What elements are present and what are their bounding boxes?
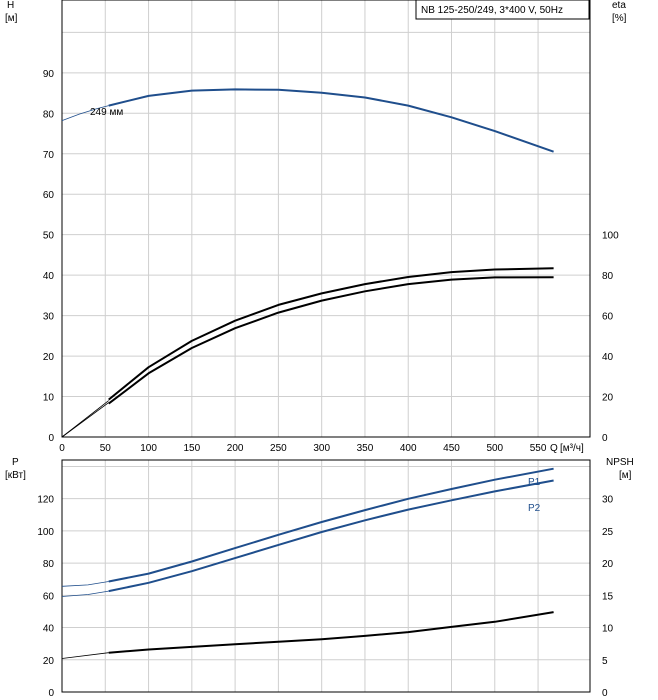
top-y-left-tick-1: 10 — [43, 393, 55, 404]
x-tick-8: 400 — [400, 443, 417, 454]
x-tick-6: 300 — [313, 443, 330, 454]
bottom-series-1-lead-in — [61, 590, 109, 597]
top-panel-grid — [62, 0, 590, 437]
bottom-series-2-lead-in — [61, 652, 109, 659]
model-label: NB 125-250/249, 3*400 V, 50Hz — [421, 5, 563, 16]
bottom-series-1-line — [108, 479, 554, 593]
top-series-0-line — [108, 88, 554, 153]
bottom-y-left-tick-3: 60 — [43, 591, 55, 602]
y-left-title: H — [7, 0, 14, 11]
top-y-left-tick-3: 30 — [43, 312, 55, 323]
bottom-y-right-tick-6: 30 — [602, 495, 614, 506]
x-tick-5: 250 — [270, 443, 287, 454]
top-y-right-tick-5: 100 — [602, 231, 619, 242]
y-right-unit: [%] — [612, 13, 627, 24]
bottom-y-left-tick-5: 100 — [37, 527, 54, 538]
top-series-2-lead-in — [61, 402, 109, 438]
top-y-left-tick-4: 40 — [43, 271, 55, 282]
x-axis-title: Q — [550, 443, 558, 454]
top-y-left-tick-2: 20 — [43, 352, 55, 363]
bottom-y-right-tick-0: 0 — [602, 688, 608, 699]
bottom-y-left-tick-1: 20 — [43, 656, 55, 667]
x-tick-7: 350 — [357, 443, 374, 454]
x-tick-10: 500 — [486, 443, 503, 454]
x-tick-11: 550 — [530, 443, 547, 454]
series-label-p2: P2 — [528, 503, 541, 514]
top-y-left-tick-5: 50 — [43, 231, 55, 242]
top-y-right-tick-4: 80 — [602, 271, 614, 282]
top-y-left-tick-8: 80 — [43, 109, 55, 120]
x-tick-2: 100 — [140, 443, 157, 454]
bottom-series-2-line — [108, 611, 554, 654]
bottom-panel-curves — [61, 467, 554, 659]
bottom-y-right-tick-1: 5 — [602, 656, 608, 667]
top-y-right-tick-2: 40 — [602, 352, 614, 363]
top-series-0-lead-in — [61, 105, 109, 121]
x-tick-9: 450 — [443, 443, 460, 454]
bottom-y-right-tick-2: 10 — [602, 624, 614, 635]
npsh-axis-unit: [м] — [619, 470, 632, 481]
top-panel-curves — [61, 88, 554, 438]
bottom-series-0-line — [108, 467, 554, 583]
bottom-y-left-tick-6: 120 — [37, 495, 54, 506]
top-y-right-tick-1: 20 — [602, 393, 614, 404]
x-tick-4: 200 — [227, 443, 244, 454]
top-panel-frame — [61, 0, 591, 438]
x-tick-3: 150 — [183, 443, 200, 454]
bottom-panel-frame — [61, 459, 591, 693]
npsh-axis-title: NPSH — [606, 457, 634, 468]
power-axis-title: P — [12, 457, 19, 468]
top-y-left-tick-9: 90 — [43, 69, 55, 80]
y-right-title: eta — [612, 0, 626, 11]
bottom-panel-tick-labels: 0 20 40 60 80 100 120 0 5 10 15 20 25 30 — [37, 495, 613, 699]
series-label-p1: P1 — [528, 477, 541, 488]
bottom-y-right-tick-5: 25 — [602, 527, 614, 538]
top-y-left-tick-7: 70 — [43, 150, 55, 161]
top-panel-tick-labels: 0 10 20 30 40 50 60 70 80 90 0 20 40 60 80 100 0 50 100 150… — [43, 69, 619, 454]
y-left-unit: [м] — [5, 13, 18, 24]
bottom-y-right-tick-4: 20 — [602, 559, 614, 570]
top-series-1-line — [108, 267, 554, 401]
x-axis-unit: [м³/ч] — [560, 443, 584, 454]
top-series-2-line — [108, 276, 554, 405]
top-y-left-tick-0: 0 — [48, 433, 54, 444]
top-y-left-tick-6: 60 — [43, 190, 55, 201]
bottom-y-left-tick-2: 40 — [43, 624, 55, 635]
bottom-y-right-tick-3: 15 — [602, 591, 614, 602]
bottom-series-0-lead-in — [61, 581, 109, 587]
impeller-diameter-label: 249 мм — [90, 107, 123, 118]
model-label-box — [415, 0, 590, 20]
x-tick-0: 0 — [59, 443, 65, 454]
top-y-right-tick-3: 60 — [602, 312, 614, 323]
power-axis-unit: [кВт] — [5, 470, 26, 481]
bottom-y-left-tick-4: 80 — [43, 559, 55, 570]
bottom-y-left-tick-0: 0 — [48, 688, 54, 699]
x-tick-1: 50 — [100, 443, 112, 454]
top-y-right-tick-0: 0 — [602, 433, 608, 444]
